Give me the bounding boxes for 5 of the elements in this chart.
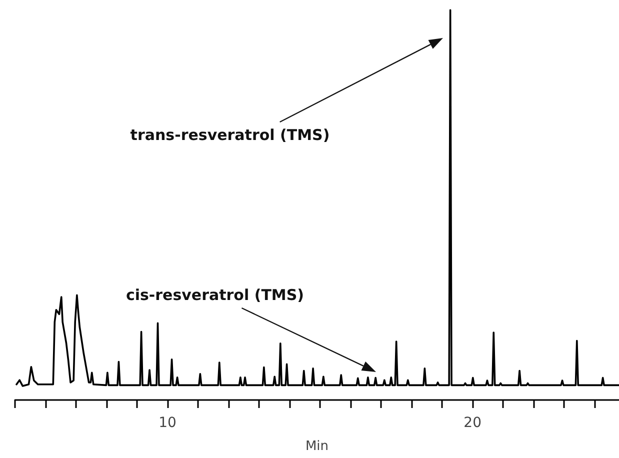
annotation: trans-resveratrol (TMS) <box>130 126 330 144</box>
x-axis-title: Min <box>305 439 329 454</box>
annotation: cis-resveratrol (TMS) <box>126 286 304 304</box>
x-tick-label: 10 <box>158 415 176 431</box>
x-tick-label: 20 <box>464 415 482 431</box>
